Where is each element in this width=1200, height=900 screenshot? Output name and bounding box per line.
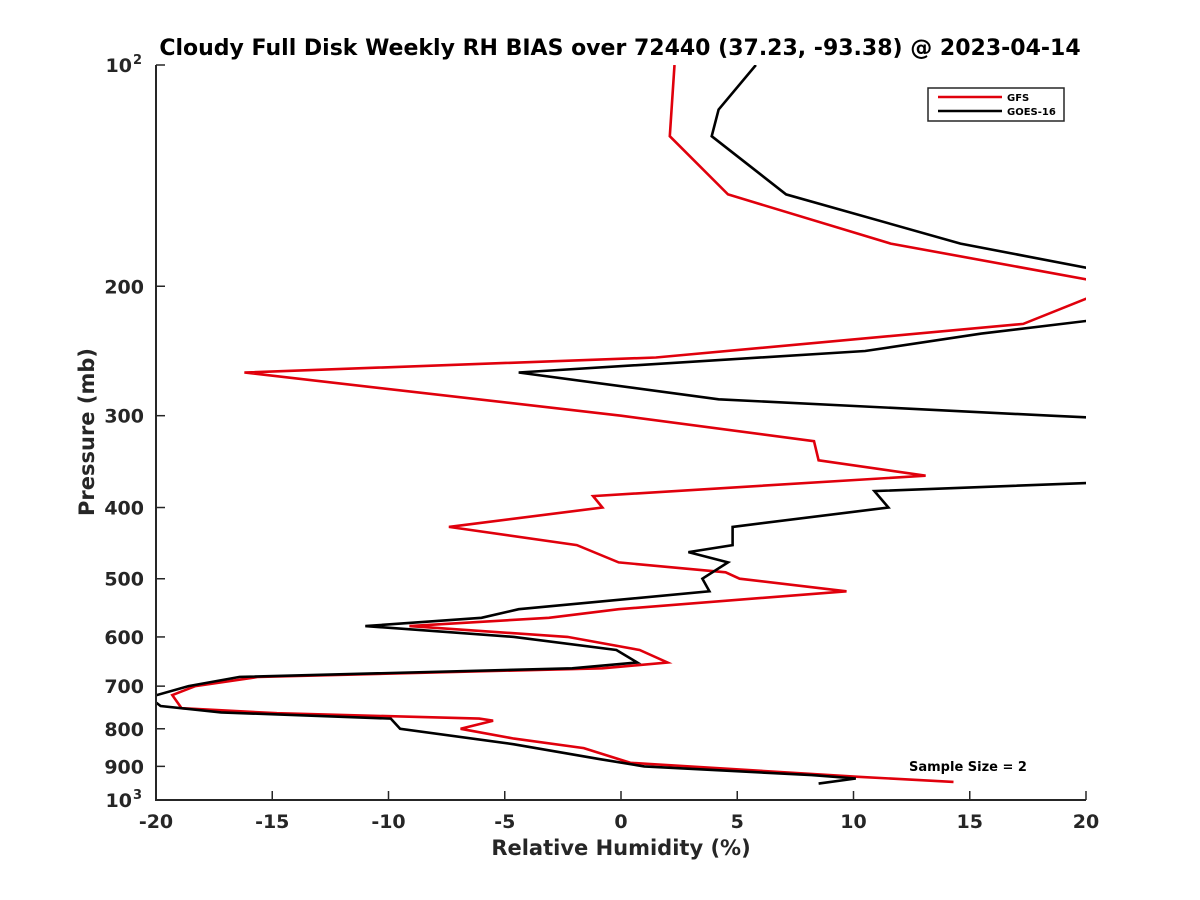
x-tick-label: -5 [494,811,515,833]
y-tick-label: 900 [104,756,144,778]
y-tick-label: 400 [104,498,144,520]
x-tick-label: -20 [139,811,173,833]
x-tick-label: 10 [840,811,866,833]
x-axis-label: Relative Humidity (%) [491,836,750,860]
x-axis: -20 -15 -10 -5 0 5 10 15 20 [139,791,1099,833]
series-line-gfs [170,65,1086,784]
x-tick-label: 20 [1073,811,1099,833]
y-tick-label: 500 [104,569,144,591]
series-layer [156,65,1086,785]
legend: GFS GOES-16 [927,87,1065,122]
legend-box [927,87,1065,122]
chart-title: Cloudy Full Disk Weekly RH BIAS over 724… [159,36,1080,61]
y-tick-label: 200 [104,276,144,298]
y-tick-exponent: 3 [133,788,142,803]
legend-label-goes16: GOES-16 [1007,107,1056,118]
y-tick-exponent: 2 [133,53,142,68]
plot-area: -20 -15 -10 -5 0 5 10 15 20 10 220030040050060070… [104,53,1099,833]
sample-size-annotation: Sample Size = 2 [909,760,1027,775]
y-tick-label: 300 [104,406,144,428]
x-tick-label: -10 [371,811,405,833]
y-tick-label: 10 [106,55,132,77]
x-tick-label: 5 [731,811,744,833]
series-line-goes16 [156,65,1086,785]
x-tick-label: 15 [957,811,983,833]
legend-label-gfs: GFS [1007,93,1029,104]
y-axis-label: Pressure (mb) [75,348,99,516]
axes-lines [155,65,1086,801]
y-tick-label: 800 [104,719,144,741]
y-tick-label: 10 [106,790,132,812]
x-tick-label: -15 [255,811,289,833]
y-tick-label: 600 [104,627,144,649]
x-tick-label: 0 [614,811,627,833]
y-tick-label: 700 [104,676,144,698]
